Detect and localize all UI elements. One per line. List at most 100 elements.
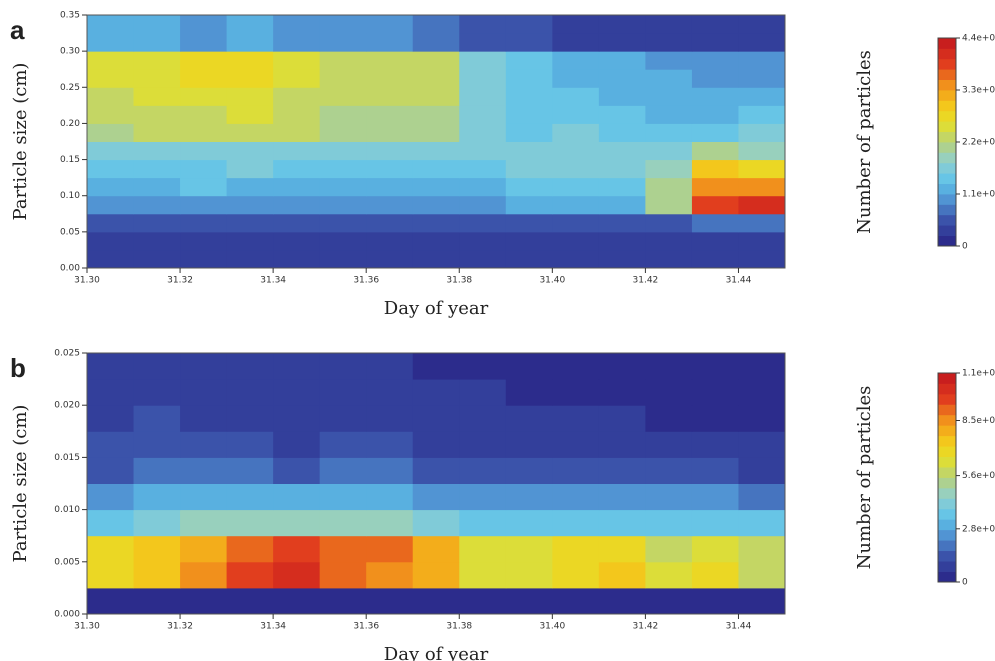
heatmap-cell	[645, 69, 693, 88]
heatmap-cell	[273, 405, 321, 432]
heatmap-cell	[273, 483, 321, 511]
heatmap-cell	[319, 51, 367, 70]
heatmap-cell	[180, 535, 228, 563]
heatmap-cell	[552, 87, 600, 106]
heatmap-cell	[459, 195, 507, 215]
heatmap-cell	[366, 587, 414, 615]
heatmap-cell	[366, 213, 414, 233]
y-tick-label: 0.15	[60, 155, 80, 165]
heatmap-cell	[87, 457, 135, 484]
heatmap-cell	[273, 587, 321, 615]
heatmap-cell	[645, 353, 693, 380]
colorbar-swatch	[938, 79, 956, 91]
heatmap-cell	[505, 141, 553, 161]
heatmap-cell	[412, 561, 460, 589]
colorbar-swatch	[938, 100, 956, 112]
heatmap-cell	[366, 159, 414, 179]
heatmap-cell	[691, 177, 739, 197]
heatmap-cell	[645, 483, 693, 511]
heatmap-cell	[180, 405, 228, 432]
heatmap-cell	[226, 195, 274, 215]
colorbar-tick-label: 2.8e+004	[962, 524, 995, 534]
heatmap-cell	[133, 353, 181, 380]
heatmap-cell	[505, 249, 553, 269]
heatmap-cell	[645, 15, 693, 34]
heatmap-cell	[505, 195, 553, 215]
heatmap-cell	[598, 51, 646, 70]
y-tick-label: 0.000	[54, 610, 80, 620]
heatmap-cell	[598, 15, 646, 34]
heatmap-cell	[691, 353, 739, 380]
heatmap-cell	[598, 159, 646, 179]
heatmap-cell	[738, 177, 786, 197]
colorbar-swatch	[938, 142, 956, 153]
colorbar-swatch	[938, 173, 956, 184]
heatmap-cell	[459, 87, 507, 106]
colorbar-frame	[937, 372, 957, 583]
heatmap-cell	[87, 69, 135, 88]
heatmap-cell	[273, 431, 321, 458]
heatmap-cell	[133, 87, 181, 106]
heatmap-cell	[459, 141, 507, 161]
heatmap-cell	[505, 379, 553, 406]
heatmap-cell	[180, 159, 228, 179]
heatmap-cell	[738, 561, 786, 589]
heatmap-cell	[459, 379, 507, 406]
x-tick-label: 31.32	[167, 622, 193, 632]
heatmap-cell	[226, 105, 274, 124]
heatmap-cell	[87, 483, 135, 511]
heatmap-cell	[552, 587, 600, 615]
heatmap-cell	[552, 509, 600, 537]
heatmap-cell	[598, 457, 646, 484]
heatmap-cell	[180, 15, 228, 34]
heatmap-cell	[552, 213, 600, 233]
heatmap-cell	[552, 69, 600, 88]
heatmap-cell	[505, 509, 553, 537]
heatmap-cell	[552, 561, 600, 589]
heatmap-cell	[598, 87, 646, 106]
heatmap-cell	[87, 177, 135, 197]
heatmap-cell	[412, 87, 460, 106]
heatmap-cell	[87, 379, 135, 406]
x-axis-title: Day of year	[384, 298, 489, 319]
heatmap-cell	[738, 405, 786, 432]
heatmap-cell	[459, 33, 507, 52]
heatmap-cell	[738, 587, 786, 615]
heatmap-cell	[133, 69, 181, 88]
heatmap-cell	[180, 33, 228, 52]
heatmap-cell	[273, 213, 321, 233]
heatmap-cell	[691, 405, 739, 432]
heatmap-cell	[87, 141, 135, 161]
heatmap-cell	[319, 587, 367, 615]
heatmap-cell	[738, 159, 786, 179]
heatmap-cell	[645, 457, 693, 484]
heatmap-cell	[738, 249, 786, 269]
heatmap-cell	[552, 51, 600, 70]
heatmap-cell	[738, 483, 786, 511]
heatmap-cell	[505, 561, 553, 589]
heatmap-cell	[505, 105, 553, 124]
heatmap-cell	[412, 509, 460, 537]
heatmap-cell	[366, 405, 414, 432]
heatmap-cell	[505, 231, 553, 251]
heatmap-cell	[552, 535, 600, 563]
heatmap-cell	[505, 15, 553, 34]
colorbar-swatch	[938, 487, 956, 499]
heatmap-cell	[412, 177, 460, 197]
colorbar-swatch	[938, 550, 956, 562]
heatmap-cell	[87, 123, 135, 142]
heatmap-cell	[87, 587, 135, 615]
y-tick-label: 0.00	[60, 264, 80, 274]
heatmap-cell	[180, 195, 228, 215]
colorbar-swatch	[938, 48, 956, 60]
colorbar-swatch	[938, 540, 956, 552]
heatmap-cell	[133, 379, 181, 406]
heatmap-cell	[738, 33, 786, 52]
heatmap-cell	[412, 123, 460, 142]
heatmap-cell	[645, 159, 693, 179]
x-tick-label: 31.44	[726, 276, 752, 286]
heatmap-cell	[645, 231, 693, 251]
heatmap-cell	[226, 483, 274, 511]
colorbar-tick-label: 1.1e+005	[962, 369, 995, 379]
heatmap-cell	[366, 509, 414, 537]
